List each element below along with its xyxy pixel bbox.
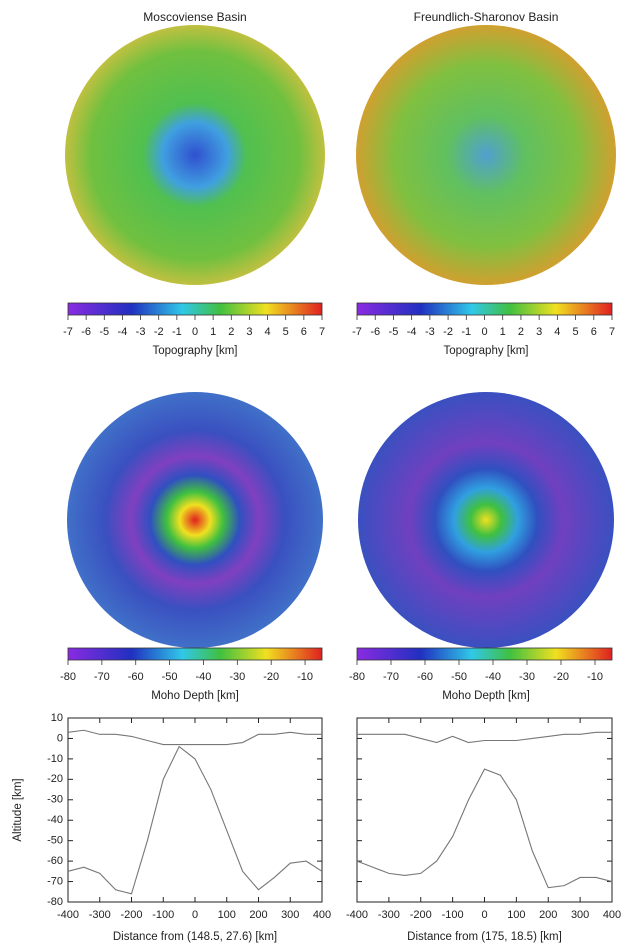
y-tick-label: -40: [47, 814, 63, 826]
colorbar-tick-label: -1: [172, 326, 182, 338]
y-tick-label: -50: [47, 835, 63, 847]
colorbar-tick-label: -7: [352, 326, 362, 338]
x-tick-label: -400: [346, 909, 368, 921]
colorbar: [357, 648, 612, 660]
topography-map: [65, 25, 325, 285]
colorbar-tick-label: 7: [609, 326, 615, 338]
x-tick-label: 100: [507, 909, 525, 921]
colorbar-tick-label: -10: [587, 671, 603, 683]
colorbar-tick-label: 4: [554, 326, 560, 338]
colorbar: [357, 303, 612, 315]
colorbar-tick-label: 7: [319, 326, 325, 338]
colorbar-tick-label: -2: [443, 326, 453, 338]
colorbar-tick-label: -6: [81, 326, 91, 338]
x-tick-label: -100: [152, 909, 174, 921]
colorbar-tick-label: -10: [297, 671, 313, 683]
colorbar-tick-label: 4: [265, 326, 271, 338]
colorbar-tick-label: 1: [210, 326, 216, 338]
colorbar-tick-label: 0: [481, 326, 487, 338]
y-tick-label: -30: [47, 794, 63, 806]
panel-title: Moscoviense Basin: [143, 10, 246, 24]
x-tick-label: -400: [57, 909, 79, 921]
colorbar-tick-label: -3: [425, 326, 435, 338]
y-tick-label: -10: [47, 753, 63, 765]
colorbar-tick-label: 6: [591, 326, 597, 338]
colorbar-tick-label: -6: [370, 326, 380, 338]
colorbar-label: Topography [km]: [443, 345, 528, 357]
figure: Moscoviense Basin-7-6-5-4-3-2-101234567T…: [0, 0, 624, 951]
x-tick-label: -200: [120, 909, 142, 921]
x-tick-label: 200: [249, 909, 267, 921]
colorbar-label: Topography [km]: [152, 345, 237, 357]
x-tick-label: 200: [539, 909, 557, 921]
colorbar-tick-label: -50: [451, 671, 467, 683]
colorbar-tick-label: -5: [389, 326, 399, 338]
colorbar-tick-label: -80: [349, 671, 365, 683]
x-tick-label: 100: [218, 909, 236, 921]
colorbar-tick-label: -2: [154, 326, 164, 338]
colorbar-tick-label: 2: [228, 326, 234, 338]
moho-map: [67, 392, 323, 648]
colorbar: [68, 648, 322, 660]
y-tick-label: -60: [47, 855, 63, 867]
colorbar-tick-label: -20: [553, 671, 569, 683]
x-tick-label: -100: [442, 909, 464, 921]
y-tick-label: -70: [47, 875, 63, 887]
colorbar-label: Moho Depth [km]: [151, 690, 239, 702]
x-tick-label: 300: [281, 909, 299, 921]
x-tick-label: -300: [378, 909, 400, 921]
x-axis-label: Distance from (175, 18.5) [km]: [407, 931, 562, 943]
colorbar-tick-label: -30: [519, 671, 535, 683]
colorbar-tick-label: -60: [417, 671, 433, 683]
colorbar-tick-label: 0: [192, 326, 198, 338]
colorbar-tick-label: 2: [518, 326, 524, 338]
profile-line: [357, 732, 612, 742]
colorbar-tick-label: 3: [536, 326, 542, 338]
y-axis-label: Altitude [km]: [12, 778, 24, 841]
colorbar-tick-label: -4: [118, 326, 128, 338]
y-tick-label: 10: [51, 712, 63, 724]
colorbar-tick-label: -40: [485, 671, 501, 683]
topography-map: [356, 25, 616, 285]
colorbar-tick-label: -1: [461, 326, 471, 338]
colorbar-tick-label: -80: [60, 671, 76, 683]
x-tick-label: 400: [313, 909, 331, 921]
colorbar-tick-label: 6: [301, 326, 307, 338]
colorbar-tick-label: -70: [94, 671, 110, 683]
panel-title: Freundlich-Sharonov Basin: [414, 10, 559, 24]
colorbar-tick-label: 1: [500, 326, 506, 338]
profile-line: [68, 747, 322, 894]
colorbar-label: Moho Depth [km]: [442, 690, 530, 702]
colorbar-tick-label: -70: [383, 671, 399, 683]
x-tick-label: -200: [410, 909, 432, 921]
colorbar-tick-label: -20: [263, 671, 279, 683]
x-tick-label: 300: [571, 909, 589, 921]
x-axis-label: Distance from (148.5, 27.6) [km]: [113, 931, 277, 943]
colorbar-tick-label: 5: [283, 326, 289, 338]
y-tick-label: 0: [57, 732, 63, 744]
colorbar-tick-label: -50: [162, 671, 178, 683]
colorbar-tick-label: -40: [196, 671, 212, 683]
profile-line: [357, 769, 612, 888]
colorbar-tick-label: 3: [246, 326, 252, 338]
colorbar-tick-label: -30: [229, 671, 245, 683]
colorbar-tick-label: -7: [63, 326, 73, 338]
colorbar-tick-label: -3: [136, 326, 146, 338]
x-tick-label: 0: [192, 909, 198, 921]
x-tick-label: 400: [603, 909, 621, 921]
colorbar-tick-label: -60: [128, 671, 144, 683]
colorbar: [68, 303, 322, 315]
y-tick-label: -80: [47, 896, 63, 908]
colorbar-tick-label: 5: [573, 326, 579, 338]
y-tick-label: -20: [47, 773, 63, 785]
x-tick-label: 0: [481, 909, 487, 921]
colorbar-tick-label: -4: [407, 326, 417, 338]
profile-line: [68, 730, 322, 744]
x-tick-label: -300: [89, 909, 111, 921]
plot-frame: [68, 718, 322, 902]
colorbar-tick-label: -5: [99, 326, 109, 338]
moho-map: [358, 392, 614, 648]
